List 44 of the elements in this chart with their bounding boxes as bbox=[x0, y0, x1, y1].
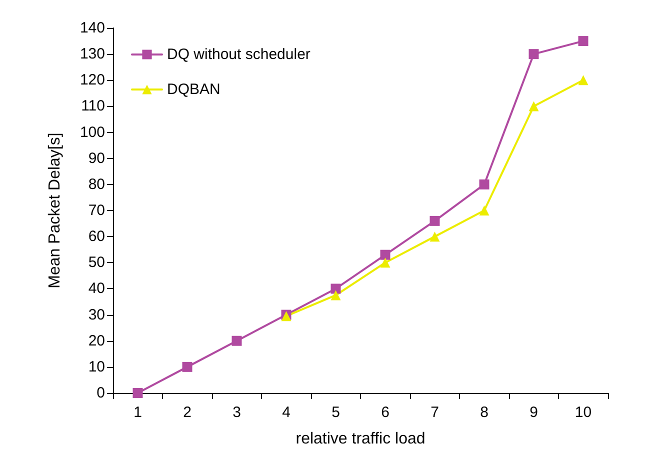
y-axis-title: Mean Packet Delay[s] bbox=[46, 132, 64, 288]
y-tick-label: 20 bbox=[88, 332, 105, 350]
point bbox=[330, 284, 341, 294]
point bbox=[479, 206, 490, 216]
point bbox=[182, 362, 192, 372]
point bbox=[232, 336, 242, 346]
y-tick-label: 90 bbox=[88, 150, 105, 167]
x-tick-label: 8 bbox=[480, 404, 488, 421]
y-tick-label: 110 bbox=[81, 98, 105, 115]
y-tick-label: 140 bbox=[80, 20, 105, 36]
y-tick-label: 130 bbox=[80, 46, 105, 63]
x-tick-label: 5 bbox=[332, 404, 340, 421]
y-tick-label: 100 bbox=[80, 124, 105, 141]
point bbox=[132, 388, 143, 398]
x-tick-label: 4 bbox=[282, 404, 290, 421]
y-tick-label: 80 bbox=[88, 176, 105, 193]
x-tick-label: 3 bbox=[232, 404, 241, 421]
y-tick-label: 120 bbox=[80, 72, 105, 89]
x-tick-label: 6 bbox=[381, 404, 390, 421]
point bbox=[330, 290, 341, 300]
point bbox=[578, 75, 588, 86]
point bbox=[528, 101, 539, 112]
x-tick-label: 1 bbox=[134, 404, 142, 421]
x-axis-title: relative traffic load bbox=[296, 430, 426, 448]
legend-label: DQ without scheduler bbox=[167, 46, 310, 63]
y-tick-label: 0 bbox=[96, 384, 105, 402]
point bbox=[430, 232, 440, 242]
x-tick-label: 9 bbox=[530, 404, 538, 421]
y-tick-label: 10 bbox=[88, 358, 105, 376]
y-tick-label: 30 bbox=[88, 306, 105, 324]
legend-label: DQBAN bbox=[167, 81, 220, 98]
point bbox=[479, 179, 490, 190]
y-tick-label: 40 bbox=[88, 280, 105, 298]
point bbox=[380, 250, 390, 260]
point bbox=[528, 49, 539, 60]
y-tick-label: 60 bbox=[88, 228, 105, 246]
x-tick-label: 2 bbox=[183, 404, 192, 421]
y-tick-label: 70 bbox=[88, 202, 105, 219]
point bbox=[380, 258, 390, 268]
point bbox=[430, 216, 440, 226]
y-tick-label: 50 bbox=[88, 254, 105, 272]
x-tick-label: 7 bbox=[430, 404, 439, 421]
x-tick-label: 10 bbox=[574, 404, 592, 421]
point bbox=[578, 36, 588, 46]
